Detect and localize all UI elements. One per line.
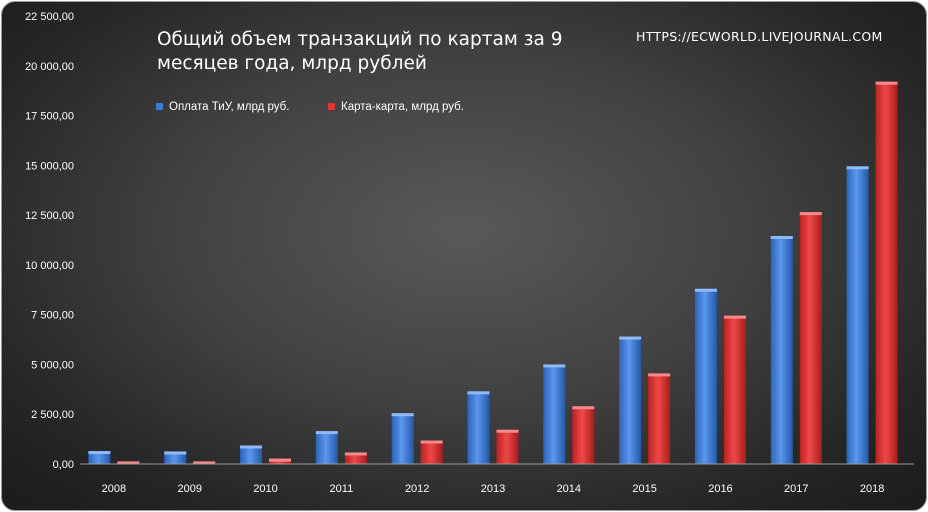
legend-label-tiu: Оплата ТиУ, млрд руб. [169,101,290,113]
y-tick-label: 20 000,00 [25,61,74,73]
bar-top [193,461,216,464]
x-axis: 2008 2009 2010 2011 2012 2013 2014 2015 2016 2017… [80,463,914,495]
x-tick-label: 2012 [405,483,429,495]
chart-title: Общий объем транзакций по картам за 9 ме… [157,29,563,74]
bar [846,166,869,464]
bar-top [770,236,793,240]
legend-label-card-to-card: Карта-карта, млрд руб. [341,101,464,113]
x-tick-label: 2016 [708,483,732,495]
bar-top [723,315,746,319]
bar [315,431,338,464]
x-tick-label: 2018 [860,483,884,495]
bar [164,451,187,464]
bar-top [467,391,490,395]
bar-top [875,81,898,85]
y-axis: 0,00 2 500,00 5 000,00 7 500,00 10 000,00 12 … [25,11,74,471]
bar-top [88,451,111,455]
bar-top [572,406,595,410]
bar [496,429,519,464]
y-tick-label: 10 000,00 [25,260,74,272]
bar-top [117,461,140,464]
x-tick-label: 2009 [177,483,201,495]
bar [543,364,566,464]
x-tick-label: 2013 [481,483,505,495]
bar [619,336,642,464]
legend-item-card-to-card: Карта-карта, млрд руб. [328,101,464,113]
bar-top [846,166,869,170]
y-tick-label: 0,00 [53,459,74,471]
bar-top [496,429,519,433]
bar-top [240,445,263,449]
legend-marker-card-to-card [328,103,335,110]
y-tick-label: 15 000,00 [25,160,74,172]
y-tick-label: 17 500,00 [25,111,74,123]
y-tick-label: 5 000,00 [31,359,74,371]
bar [875,81,898,464]
legend-marker-tiu [156,103,163,110]
bar [799,212,822,464]
bar [572,406,595,464]
legend-item-tiu: Оплата ТиУ, млрд руб. [156,101,289,113]
bar [694,288,717,464]
bar-top [315,431,338,435]
x-tick-label: 2011 [330,483,354,495]
bar-top [543,364,566,368]
bar [344,452,367,464]
bar [240,445,263,464]
bar [770,236,793,464]
bar-top [694,288,717,292]
y-tick-label: 12 500,00 [25,210,74,222]
y-tick-label: 7 500,00 [31,310,74,322]
x-tick-label: 2008 [102,483,126,495]
bar-top [619,336,642,340]
bar-top [344,452,367,456]
bars [88,81,898,464]
y-tick-label: 2 500,00 [31,409,74,421]
bar [88,451,111,464]
bar [723,315,746,464]
x-tick-label: 2010 [253,483,277,495]
bar [467,391,490,464]
bar [391,413,414,464]
bar [648,373,671,464]
bar-top [420,440,443,444]
y-tick-label: 22 500,00 [25,11,74,23]
bar-top [648,373,671,377]
bar-top [269,458,292,462]
bar-top [799,212,822,216]
bar-top [391,413,414,417]
bar-top [164,451,187,455]
x-tick-label: 2015 [632,483,656,495]
x-tick-label: 2017 [784,483,808,495]
watermark-url: HTTPS://ECWORLD.LIVEJOURNAL.COM [636,29,883,44]
x-tick-label: 2014 [557,483,581,495]
bar [420,440,443,464]
